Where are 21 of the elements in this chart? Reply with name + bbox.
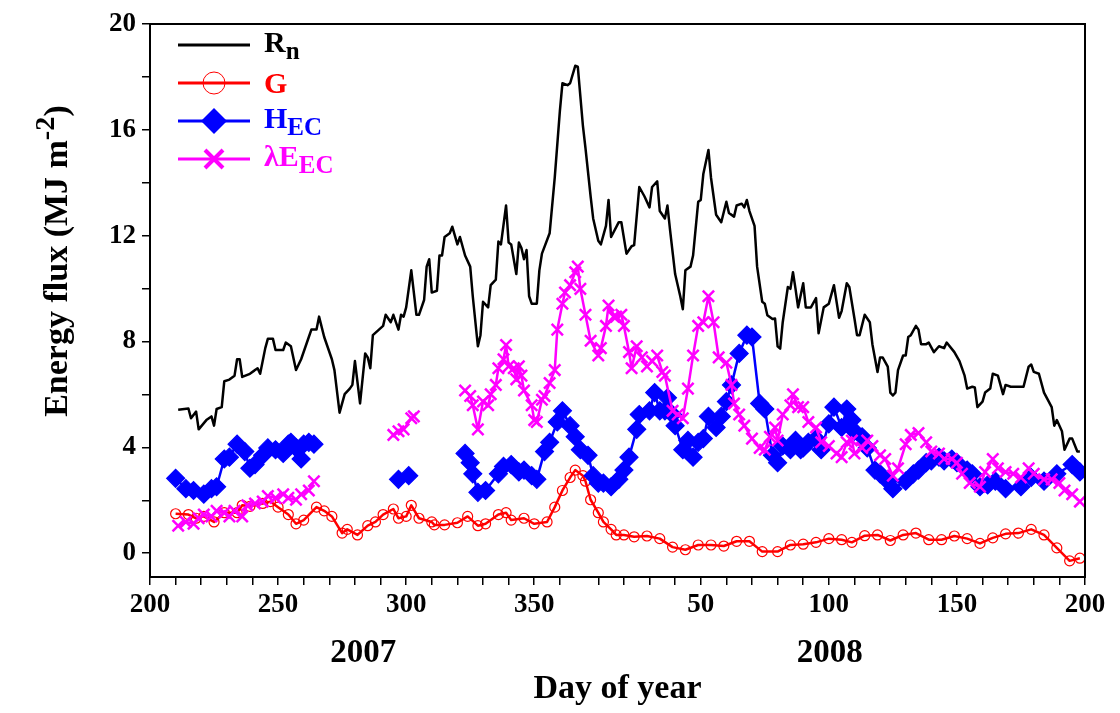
legend-label: R$_{n}$ <box>264 25 300 65</box>
x-tick-label: 200 <box>1064 588 1106 619</box>
y-tick-label: 12 <box>109 218 136 249</box>
x-tick-label: 250 <box>257 588 299 619</box>
y-tick-label: 16 <box>109 112 136 143</box>
legend-label: G <box>264 66 288 100</box>
y-tick-label: 8 <box>122 324 136 355</box>
x-tick-label: 350 <box>514 588 555 619</box>
legend-label: H$_{EC}$ <box>264 101 323 140</box>
y-tick-label: 4 <box>122 430 136 461</box>
y-tick-label: 20 <box>109 6 136 37</box>
legend-label: λE$_{EC}$ <box>264 139 334 179</box>
text: 2007 <box>330 633 397 670</box>
text: 2008 <box>796 633 863 670</box>
x-axis-title: Day of year <box>533 668 702 706</box>
x-tick-label: 100 <box>808 588 850 619</box>
x-tick-label: 50 <box>687 588 715 619</box>
x-tick-label: 150 <box>936 588 978 619</box>
y-tick-label: 0 <box>122 536 136 567</box>
x-tick-label: 300 <box>385 588 427 619</box>
x-tick-label: 200 <box>129 588 171 619</box>
